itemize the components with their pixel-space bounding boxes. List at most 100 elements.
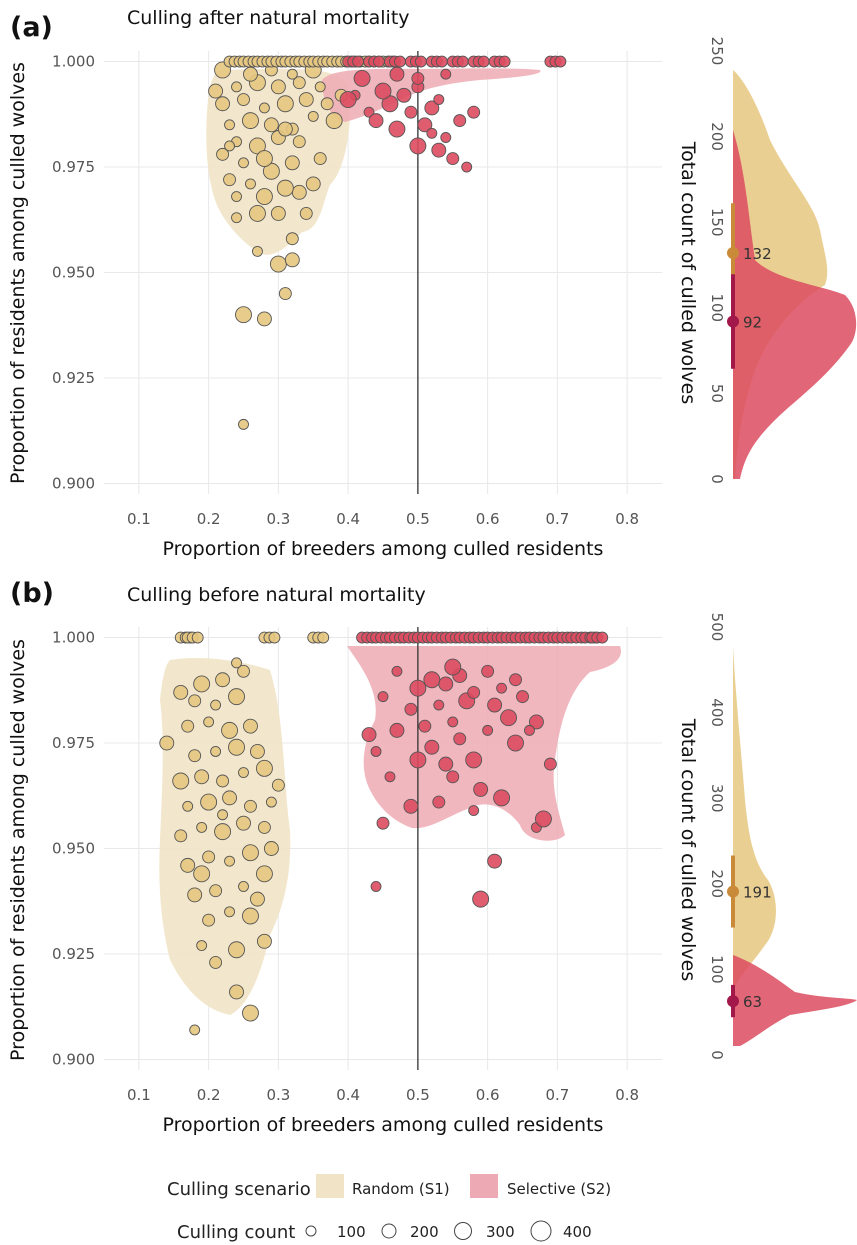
random-point — [228, 688, 245, 706]
random-point — [231, 657, 242, 669]
selective-point — [456, 55, 469, 68]
selective-count-median-point — [727, 315, 739, 328]
random-point — [189, 1024, 201, 1036]
random-point — [210, 746, 222, 757]
random-point — [200, 793, 218, 811]
x-tick-label: 0.6 — [476, 510, 500, 528]
selective-count-density — [733, 130, 857, 479]
selective-point — [554, 55, 567, 68]
random-point — [215, 672, 231, 688]
selective-point — [370, 881, 382, 892]
selective-point — [453, 114, 467, 128]
legend-label-selective: Selective (S2) — [507, 1180, 611, 1198]
selective-point — [477, 55, 490, 68]
side-tick-label: 150 — [708, 208, 726, 237]
random-point — [222, 790, 238, 806]
selective-point — [438, 676, 454, 692]
panel-a-y-axis-title: Proportion of residents among culled wol… — [7, 62, 29, 484]
x-tick-label: 0.8 — [615, 1086, 639, 1104]
random-point — [224, 906, 236, 918]
selective-point — [446, 770, 460, 784]
legend: Culling scenario Random (S1) Selective (… — [167, 1174, 611, 1243]
x-tick-label: 0.8 — [615, 510, 639, 528]
random-point — [243, 66, 258, 82]
random-point — [284, 252, 300, 268]
random-point — [231, 81, 242, 93]
panel-b-title: Culling before natural mortality — [127, 584, 426, 606]
x-tick-label: 0.5 — [406, 1086, 430, 1104]
panel-a-letter: (a) — [10, 12, 53, 43]
random-count-density — [733, 70, 828, 479]
random-point — [203, 716, 215, 728]
side-tick-label: 200 — [708, 122, 726, 151]
selective-count-median-label: 92 — [743, 313, 762, 331]
selective-point — [440, 132, 452, 143]
selective-point — [482, 724, 494, 736]
random-point — [215, 96, 231, 112]
selective-point — [414, 55, 427, 68]
y-tick-label: 0.950 — [52, 840, 95, 858]
selective-point — [472, 890, 490, 908]
selective-point — [496, 682, 508, 694]
selective-point — [424, 739, 440, 755]
random-point — [224, 119, 236, 131]
random-point — [238, 157, 249, 169]
selective-point — [447, 716, 459, 728]
random-point — [307, 110, 319, 122]
random-count-median-point — [727, 885, 739, 898]
random-point — [235, 306, 252, 324]
random-point — [193, 675, 211, 693]
legend-size-200-label: 200 — [410, 1223, 439, 1241]
random-point — [286, 68, 298, 80]
panel-b-y-axis-title: Proportion of residents among culled wol… — [7, 639, 29, 1061]
panel-b-side-axis-title: Total count of culled wolves — [677, 718, 699, 982]
selective-point — [446, 152, 460, 166]
legend-size-100-label: 100 — [337, 1223, 366, 1241]
selective-point — [461, 161, 473, 173]
random-point — [284, 155, 300, 171]
random-point — [216, 774, 230, 788]
x-tick-label: 0.1 — [127, 1086, 151, 1104]
random-point — [276, 179, 294, 197]
selective-point — [534, 810, 552, 828]
selective-point — [409, 137, 427, 155]
random-point — [277, 121, 293, 137]
selective-point — [374, 82, 392, 100]
random-point — [202, 850, 216, 864]
side-tick-label: 200 — [708, 869, 726, 898]
y-tick-label: 0.975 — [52, 734, 95, 752]
side-tick-label: 50 — [708, 384, 726, 403]
random-point — [202, 913, 216, 927]
selective-point — [467, 685, 481, 699]
random-point — [314, 81, 326, 93]
random-point — [181, 719, 195, 733]
selective-point — [433, 94, 445, 105]
random-point — [191, 631, 204, 644]
x-tick-label: 0.6 — [476, 1086, 500, 1104]
selective-point — [418, 719, 432, 733]
selective-point — [376, 816, 390, 830]
panel-a-x-axis-title: Proportion of breeders among culled resi… — [163, 538, 604, 560]
random-count-density — [733, 647, 776, 990]
selective-point — [370, 746, 382, 757]
side-tick-label: 100 — [708, 955, 726, 984]
random-point — [242, 907, 259, 925]
y-tick-label: 0.925 — [52, 945, 95, 963]
random-point — [231, 191, 242, 203]
selective-point — [467, 105, 481, 119]
selective-point — [403, 798, 419, 814]
panel-a: (a) Culling after natural mortality 0.1 0… — [7, 7, 857, 560]
random-point — [270, 79, 286, 95]
random-point — [256, 311, 272, 327]
selective-point — [361, 727, 377, 743]
random-point — [196, 821, 208, 833]
panel-a-scatter-plot: 0.1 0.2 0.3 0.4 0.5 0.6 0.7 0.8 0.900 0.925 0.950 0… — [52, 51, 662, 528]
random-point — [265, 796, 277, 808]
random-point — [221, 721, 239, 739]
random-point — [208, 83, 224, 99]
side-tick-label: 0 — [708, 474, 726, 484]
random-point — [292, 135, 306, 149]
selective-point — [509, 673, 522, 687]
random-point — [257, 820, 271, 834]
selective-point — [396, 87, 412, 103]
